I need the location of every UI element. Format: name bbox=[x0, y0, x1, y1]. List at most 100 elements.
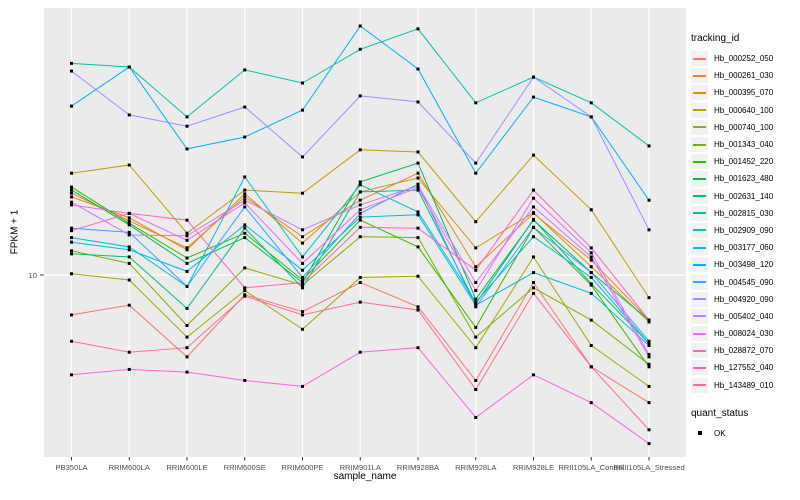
data-point-Hb_127552_040 bbox=[185, 218, 189, 222]
legend-item-label: Hb_003177_060 bbox=[714, 243, 774, 253]
data-point-Hb_001343_040 bbox=[358, 235, 362, 239]
data-point-Hb_000640_100 bbox=[474, 220, 478, 224]
legend-color-line-icon bbox=[693, 229, 706, 232]
data-point-Hb_005402_040 bbox=[532, 205, 535, 209]
data-point-Hb_001343_040 bbox=[70, 249, 73, 253]
quant-status-legend: quant_status OK bbox=[691, 408, 799, 442]
data-point-Hb_000395_070 bbox=[474, 246, 478, 250]
data-point-Hb_003498_120 bbox=[127, 65, 131, 69]
data-point-Hb_002631_140 bbox=[70, 252, 73, 256]
data-point-Hb_003498_120 bbox=[70, 104, 73, 108]
data-point-Hb_008024_030 bbox=[589, 251, 593, 255]
data-point-Hb_000261_030 bbox=[474, 265, 478, 269]
data-point-Hb_127552_040 bbox=[243, 286, 247, 290]
data-point-Hb_008024_030 bbox=[185, 238, 189, 242]
legend-color-line-icon bbox=[693, 332, 706, 335]
legend-item-Hb_002909_090: Hb_002909_090 bbox=[691, 222, 799, 239]
legend-key-swatch bbox=[691, 51, 708, 67]
data-point-Hb_004920_090 bbox=[243, 105, 247, 109]
data-point-Hb_143489_010 bbox=[185, 346, 189, 350]
legend-item-Hb_028872_070: Hb_028872_070 bbox=[691, 342, 799, 359]
legend-key-swatch bbox=[691, 68, 708, 84]
data-point-Hb_002909_090 bbox=[474, 300, 478, 304]
data-point-Hb_005402_040 bbox=[416, 184, 420, 188]
data-point-Hb_001452_220 bbox=[70, 185, 73, 189]
legend-color-line-icon bbox=[693, 91, 706, 94]
data-point-Hb_004920_090 bbox=[70, 69, 73, 73]
legend-item-label: Hb_000252_050 bbox=[714, 54, 774, 64]
legend-color-line-icon bbox=[693, 366, 706, 369]
legend-color-line-icon bbox=[693, 177, 706, 180]
legend-item-Hb_002631_140: Hb_002631_140 bbox=[691, 188, 799, 205]
legend-item-Hb_004920_090: Hb_004920_090 bbox=[691, 291, 799, 308]
legend-item-label: OK bbox=[714, 428, 726, 438]
legend-item-label: Hb_000740_100 bbox=[714, 122, 774, 132]
data-point-Hb_000640_100 bbox=[647, 296, 651, 300]
data-point-Hb_004545_090 bbox=[70, 226, 73, 230]
data-point-Hb_000395_070 bbox=[243, 192, 247, 196]
data-point-Hb_001623_480 bbox=[474, 297, 478, 301]
data-point-Hb_127552_040 bbox=[474, 268, 478, 272]
data-point-Hb_127552_040 bbox=[416, 226, 420, 230]
data-point-Hb_000261_030 bbox=[301, 235, 304, 239]
data-point-Hb_000252_050 bbox=[127, 303, 131, 307]
legend-color-line-icon bbox=[693, 74, 706, 77]
data-point-Hb_008024_030 bbox=[647, 353, 651, 357]
data-point-Hb_001343_040 bbox=[243, 266, 247, 270]
data-point-Hb_143489_010 bbox=[127, 350, 131, 354]
data-point-Hb_028872_070 bbox=[185, 370, 189, 374]
y-axis-title: FPKM + 1 bbox=[9, 209, 21, 255]
data-point-Hb_008024_030 bbox=[416, 186, 420, 190]
data-point-Hb_004920_090 bbox=[647, 228, 651, 232]
data-point-Hb_002815_030 bbox=[301, 81, 304, 85]
data-point-Hb_000261_030 bbox=[589, 258, 593, 262]
data-point-Hb_005402_040 bbox=[358, 203, 362, 207]
data-point-Hb_003177_060 bbox=[416, 213, 420, 217]
data-point-Hb_000252_050 bbox=[185, 355, 189, 359]
black-square-point-icon bbox=[697, 431, 702, 436]
data-point-Hb_001343_040 bbox=[127, 261, 131, 265]
data-point-Hb_028872_070 bbox=[647, 442, 651, 446]
legend-item-Hb_000395_070: Hb_000395_070 bbox=[691, 84, 799, 101]
data-point-Hb_143489_010 bbox=[70, 339, 73, 343]
data-point-Hb_003177_060 bbox=[589, 291, 593, 295]
data-point-Hb_004545_090 bbox=[301, 275, 304, 279]
data-point-Hb_004545_090 bbox=[243, 205, 247, 209]
data-point-Hb_028872_070 bbox=[70, 373, 73, 377]
data-point-Hb_002815_030 bbox=[416, 27, 420, 31]
legend-item-Hb_143489_010: Hb_143489_010 bbox=[691, 377, 799, 394]
legend-item-label: Hb_008024_030 bbox=[714, 329, 774, 339]
legend-key-swatch bbox=[691, 257, 708, 273]
legend-item-label: Hb_005402_040 bbox=[714, 311, 774, 321]
data-point-Hb_002631_140 bbox=[358, 190, 362, 194]
x-tick-label: RRIM928BA bbox=[397, 463, 440, 472]
data-point-Hb_003177_060 bbox=[185, 269, 189, 273]
legend-key-swatch bbox=[691, 171, 708, 187]
legend-item-Hb_005402_040: Hb_005402_040 bbox=[691, 308, 799, 325]
data-point-Hb_005402_040 bbox=[647, 355, 651, 359]
data-point-Hb_002815_030 bbox=[70, 61, 73, 65]
data-point-Hb_001452_220 bbox=[416, 245, 420, 249]
x-axis-title: sample_name bbox=[333, 471, 397, 482]
data-point-Hb_000395_070 bbox=[589, 265, 593, 269]
data-point-Hb_004545_090 bbox=[185, 284, 189, 288]
data-point-Hb_004920_090 bbox=[301, 155, 304, 159]
data-point-Hb_004920_090 bbox=[589, 115, 593, 119]
legend-item-Hb_000740_100: Hb_000740_100 bbox=[691, 119, 799, 136]
data-point-Hb_002909_090 bbox=[127, 245, 131, 249]
legend-item-label: Hb_003498_120 bbox=[714, 260, 774, 270]
data-point-Hb_143489_010 bbox=[358, 300, 362, 304]
data-point-Hb_001452_220 bbox=[358, 218, 362, 222]
legend-item-label: Hb_002631_140 bbox=[714, 191, 774, 201]
legend-key-swatch bbox=[691, 326, 708, 342]
data-point-Hb_000640_100 bbox=[358, 148, 362, 152]
legend-item-Hb_002815_030: Hb_002815_030 bbox=[691, 205, 799, 222]
data-point-Hb_000740_100 bbox=[127, 278, 131, 282]
data-point-Hb_002909_090 bbox=[70, 236, 73, 240]
x-tick-label: RRII105LA_Stressed bbox=[613, 463, 684, 472]
data-point-Hb_003177_060 bbox=[243, 223, 247, 227]
x-tick-label: PB350LA bbox=[55, 463, 88, 472]
data-point-Hb_004920_090 bbox=[185, 124, 189, 128]
legend-key-swatch bbox=[691, 85, 708, 101]
panel-background bbox=[44, 8, 686, 457]
